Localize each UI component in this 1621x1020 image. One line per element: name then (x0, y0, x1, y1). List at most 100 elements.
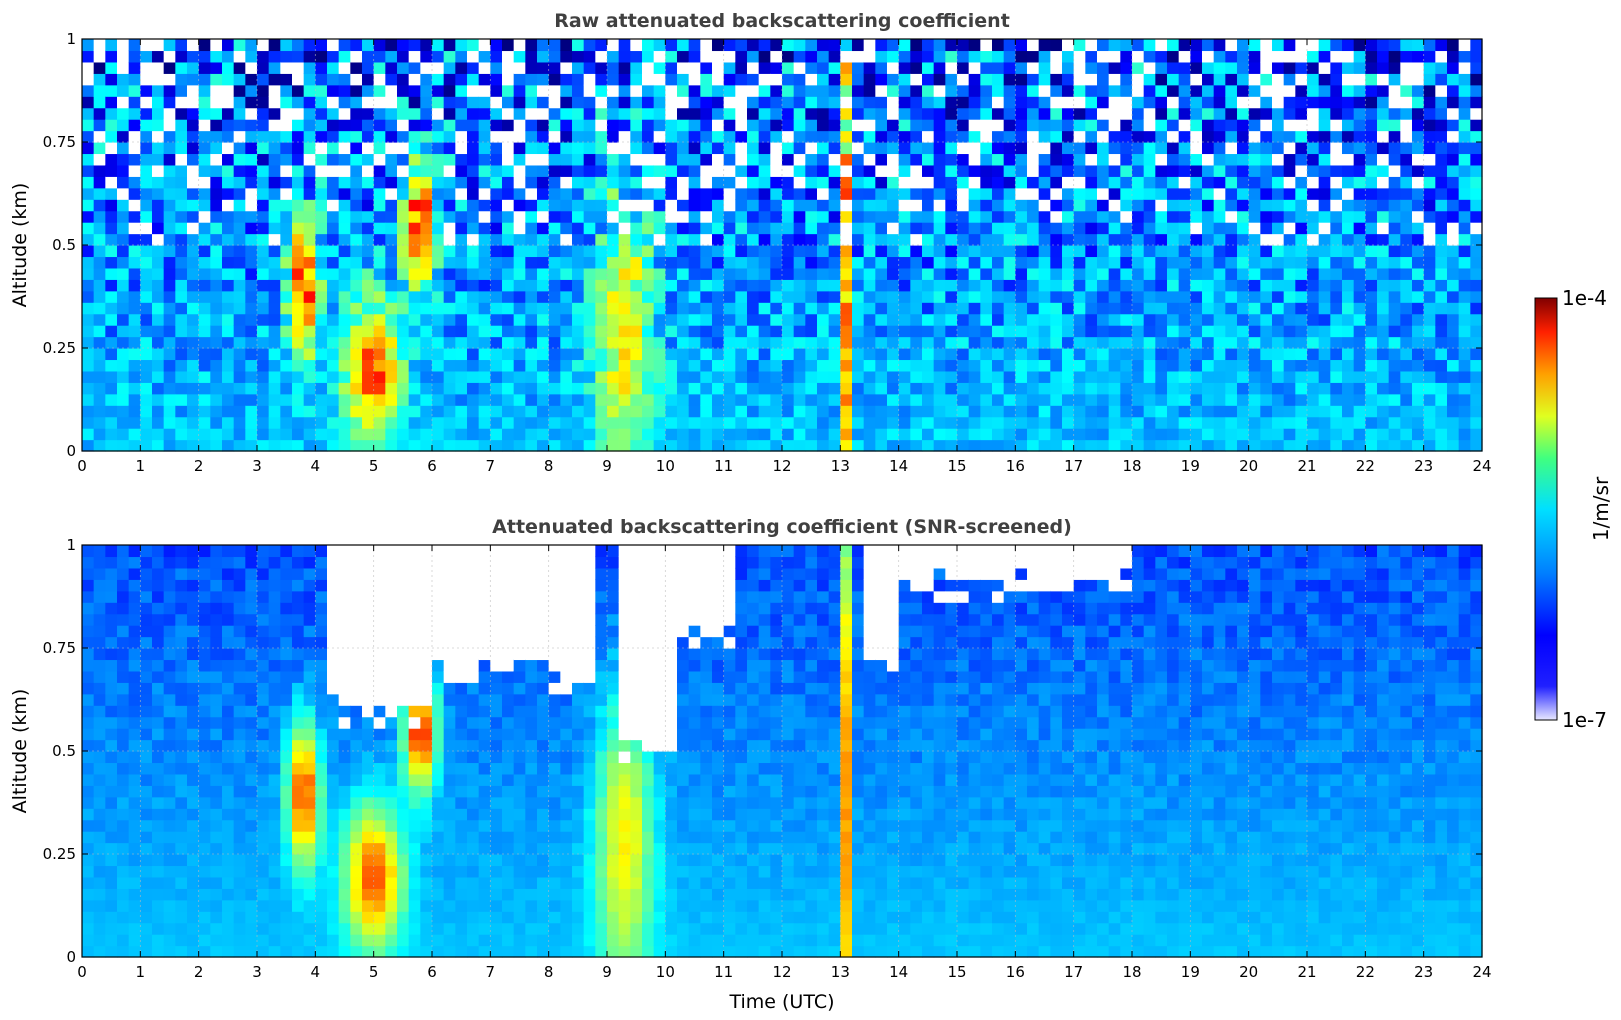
heatmap-cell (1003, 176, 1016, 189)
heatmap-cell (583, 416, 596, 429)
heatmap-cell (572, 359, 585, 372)
heatmap-cell (992, 153, 1005, 166)
heatmap-cell (1283, 393, 1296, 406)
heatmap-cell (327, 164, 340, 177)
heatmap-cell (525, 256, 538, 269)
heatmap-cell (82, 716, 95, 729)
heatmap-cell (140, 705, 153, 718)
heatmap-cell (1237, 439, 1250, 452)
heatmap-cell (1003, 325, 1016, 338)
heatmap-cell (222, 279, 235, 292)
heatmap-cell (1015, 290, 1028, 303)
heatmap-cell (420, 39, 433, 52)
heatmap-cell (1388, 107, 1401, 120)
heatmap-cell (128, 256, 141, 269)
heatmap-cell (257, 370, 270, 383)
heatmap-cell (198, 831, 211, 844)
heatmap-cell (1202, 84, 1215, 97)
heatmap-cell (117, 336, 130, 349)
heatmap-cell (467, 428, 480, 441)
heatmap-cell (117, 831, 130, 844)
heatmap-cell (292, 416, 305, 429)
heatmap-cell (268, 187, 281, 200)
heatmap-cell (1038, 416, 1051, 429)
heatmap-cell (187, 359, 200, 372)
heatmap-cell (1190, 130, 1203, 143)
heatmap-cell (292, 393, 305, 406)
heatmap-cell (187, 922, 200, 935)
heatmap-cell (82, 382, 95, 395)
heatmap-cell (1458, 336, 1471, 349)
heatmap-cell (455, 267, 468, 280)
heatmap-cell (560, 107, 573, 120)
heatmap-cell (373, 61, 386, 74)
heatmap-cell (1085, 50, 1098, 63)
heatmap-cell (152, 934, 165, 947)
heatmap-cell (93, 911, 106, 924)
heatmap-cell (117, 819, 130, 832)
heatmap-cell (1202, 130, 1215, 143)
heatmap-cell (665, 96, 678, 109)
heatmap-cell (735, 222, 748, 235)
heatmap-cell (117, 556, 130, 569)
heatmap-cell (1038, 382, 1051, 395)
heatmap-cell (992, 359, 1005, 372)
heatmap-cell (1377, 142, 1390, 155)
heatmap-cell (840, 119, 853, 132)
heatmap-cell (700, 107, 713, 120)
heatmap-cell (82, 922, 95, 935)
heatmap-cell (805, 382, 818, 395)
heatmap-cell (187, 888, 200, 901)
heatmap-cell (117, 359, 130, 372)
heatmap-cell (933, 302, 946, 315)
heatmap-cell (677, 439, 690, 452)
heatmap-cell (210, 199, 223, 212)
heatmap-cell (82, 888, 95, 901)
heatmap-cell (93, 393, 106, 406)
heatmap-cell (280, 176, 293, 189)
heatmap-cell (432, 142, 445, 155)
heatmap-cell (1062, 336, 1075, 349)
heatmap-cell (1307, 84, 1320, 97)
heatmap-cell (397, 96, 410, 109)
heatmap-cell (712, 359, 725, 372)
heatmap-cell (735, 405, 748, 418)
heatmap-cell (233, 222, 246, 235)
heatmap-cell (758, 325, 771, 338)
heatmap-cell (548, 405, 561, 418)
heatmap-cell (233, 233, 246, 246)
heatmap-cell (945, 245, 958, 258)
heatmap-cell (303, 348, 316, 361)
heatmap-cell (887, 199, 900, 212)
heatmap-cell (455, 370, 468, 383)
heatmap-cell (1330, 313, 1343, 326)
heatmap-cell (210, 854, 223, 867)
heatmap-cell (525, 187, 538, 200)
heatmap-cell (152, 130, 165, 143)
heatmap-cell (443, 393, 456, 406)
heatmap-cell (1143, 267, 1156, 280)
heatmap-cell (233, 61, 246, 74)
heatmap-cell (373, 359, 386, 372)
heatmap-cell (163, 39, 176, 52)
heatmap-cell (782, 187, 795, 200)
heatmap-cell (525, 84, 538, 97)
heatmap-cell (373, 313, 386, 326)
heatmap-cell (537, 39, 550, 52)
heatmap-cell (338, 96, 351, 109)
heatmap-cell (583, 153, 596, 166)
heatmap-cell (513, 199, 526, 212)
heatmap-cell (245, 613, 258, 626)
heatmap-cell (910, 428, 923, 441)
heatmap-cell (175, 325, 188, 338)
heatmap-cell (1353, 267, 1366, 280)
heatmap-cell (117, 659, 130, 672)
heatmap-cell (268, 96, 281, 109)
heatmap-cell (140, 911, 153, 924)
heatmap-cell (1085, 222, 1098, 235)
heatmap-cell (968, 382, 981, 395)
heatmap-cell (735, 267, 748, 280)
heatmap-cell (1143, 370, 1156, 383)
heatmap-cell (898, 428, 911, 441)
heatmap-cell (537, 187, 550, 200)
